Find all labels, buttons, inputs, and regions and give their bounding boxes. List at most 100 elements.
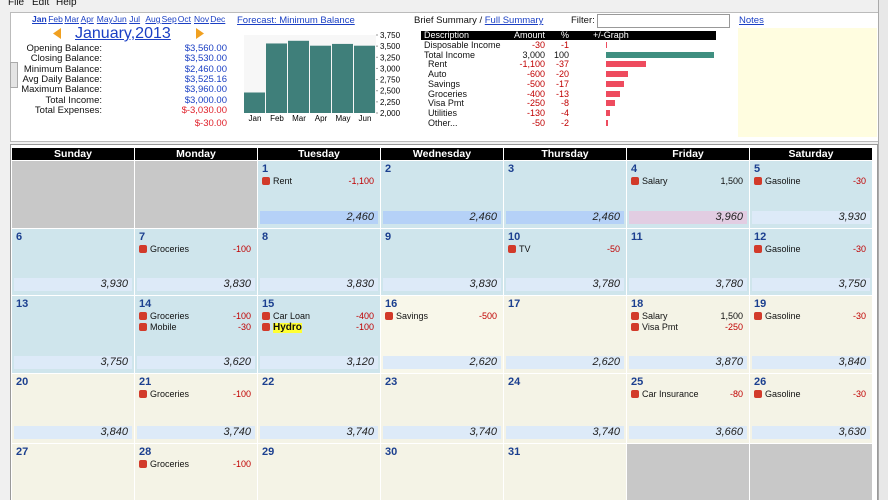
month-link[interactable]: Feb xyxy=(48,14,63,24)
entry-label[interactable]: Groceries xyxy=(150,244,190,254)
day-cell[interactable]: 4 Salary 1,500 3,960 xyxy=(627,161,749,228)
day-cell[interactable]: 29 xyxy=(258,444,380,500)
balance-value: 3,750 xyxy=(838,278,866,290)
day-cell[interactable]: 30 xyxy=(381,444,503,500)
day-cell[interactable]: 18 Salary 1,500 Visa Pmt -250 3,870 xyxy=(627,296,749,373)
balance-value: 2,460 xyxy=(346,211,374,223)
balance-label: Minimum Balance: xyxy=(23,63,102,75)
day-cell[interactable] xyxy=(12,161,134,228)
graph-bar xyxy=(606,42,608,48)
entry-label[interactable]: Hydro xyxy=(273,322,302,333)
entry-amount: -50 xyxy=(606,244,620,254)
balance-value: $3,525.16 xyxy=(184,73,227,85)
entry-label[interactable]: Visa Pmt xyxy=(642,322,678,332)
day-cell[interactable]: 24 3,740 xyxy=(504,374,626,443)
day-cell[interactable]: 14 Groceries -100 Mobile -30 3,620 xyxy=(135,296,257,373)
balance-bar: 2,620 xyxy=(383,356,501,369)
entry-label[interactable]: Salary xyxy=(642,311,668,321)
entry-label[interactable]: Groceries xyxy=(150,459,190,469)
day-cell[interactable] xyxy=(135,161,257,228)
day-number: 13 xyxy=(16,298,29,310)
side-tab[interactable] xyxy=(10,62,18,88)
month-link[interactable]: Aug xyxy=(145,14,161,24)
day-cell[interactable]: 2 2,460 xyxy=(381,161,503,228)
day-cell[interactable]: 27 xyxy=(12,444,134,500)
entry-icon xyxy=(631,390,639,398)
entry-label[interactable]: Gasoline xyxy=(765,244,801,254)
month-link[interactable]: Nov xyxy=(194,14,210,24)
month-link[interactable]: Sep xyxy=(161,14,177,24)
day-cell[interactable]: 5 Gasoline -30 3,930 xyxy=(750,161,872,228)
row-description: Utilities xyxy=(428,107,458,118)
full-summary[interactable]: Full Summary xyxy=(484,15,544,26)
month-link[interactable]: Jun xyxy=(113,14,127,24)
entry-label[interactable]: TV xyxy=(519,244,531,254)
menu-item[interactable]: Help xyxy=(56,0,77,8)
scrollbar[interactable] xyxy=(878,0,888,500)
day-cell[interactable]: 10 TV -50 3,780 xyxy=(504,229,626,295)
day-cell[interactable]: 25 Car Insurance -80 3,660 xyxy=(627,374,749,443)
month-link[interactable]: Jul xyxy=(129,14,141,24)
day-cell[interactable]: 3 2,460 xyxy=(504,161,626,228)
prev-arrow[interactable] xyxy=(52,28,62,40)
day-cell[interactable]: 19 Gasoline -30 3,840 xyxy=(750,296,872,373)
day-cell[interactable]: 7 Groceries -100 3,830 xyxy=(135,229,257,295)
month-link[interactable]: Dec xyxy=(210,14,226,24)
entry-label[interactable]: Car Loan xyxy=(273,311,311,321)
month-link[interactable]: Mar xyxy=(64,14,80,24)
day-cell[interactable]: 16 Savings -500 2,620 xyxy=(381,296,503,373)
day-cell[interactable]: 17 2,620 xyxy=(504,296,626,373)
day-cell[interactable]: 26 Gasoline -30 3,630 xyxy=(750,374,872,443)
entry-label[interactable]: Groceries xyxy=(150,389,190,399)
row-percent: -4 xyxy=(560,107,569,118)
brief-summary[interactable]: Brief Summary xyxy=(414,15,477,26)
filter-label: Filter: xyxy=(571,15,595,26)
day-cell[interactable]: 20 3,840 xyxy=(12,374,134,443)
day-cell[interactable]: 1 Rent -1,100 2,460 xyxy=(258,161,380,228)
month-link[interactable]: Apr xyxy=(80,14,94,24)
row-percent: -20 xyxy=(555,69,569,80)
day-cell[interactable]: 8 3,830 xyxy=(258,229,380,295)
day-cell[interactable]: 6 3,930 xyxy=(12,229,134,295)
month-link[interactable]: Oct xyxy=(177,14,192,24)
notes-area[interactable] xyxy=(738,28,877,137)
day-cell[interactable]: 22 3,740 xyxy=(258,374,380,443)
day-cell[interactable]: 28 Groceries -100 xyxy=(135,444,257,500)
day-cell[interactable]: 11 3,780 xyxy=(627,229,749,295)
day-cell[interactable]: 12 Gasoline -30 3,750 xyxy=(750,229,872,295)
month-link[interactable]: May xyxy=(96,14,113,24)
filter-input[interactable] xyxy=(597,14,730,28)
forecast-chart: 3,750 3,500 3,250 3,000 2,750 2,500 2,250 2,000… xyxy=(244,31,400,123)
forecast-title[interactable]: Forecast: Minimum Balance xyxy=(237,16,355,26)
day-cell[interactable]: 23 3,740 xyxy=(381,374,503,443)
day-number: 26 xyxy=(754,376,767,388)
notes-link[interactable]: Notes xyxy=(739,15,764,26)
day-cell[interactable]: 9 3,830 xyxy=(381,229,503,295)
entry-label[interactable]: Gasoline xyxy=(765,389,801,399)
entry-label[interactable]: Savings xyxy=(396,311,429,321)
day-cell[interactable] xyxy=(627,444,749,500)
entry-icon xyxy=(139,323,147,331)
y-tick-label: 2,500 xyxy=(380,87,400,96)
entry-label[interactable]: Car Insurance xyxy=(642,389,699,399)
next-arrow[interactable] xyxy=(195,28,205,40)
entry-label[interactable]: Salary xyxy=(642,176,668,186)
day-cell[interactable]: 15 Car Loan -400 Hydro -100 3,120 xyxy=(258,296,380,373)
day-cell[interactable]: 31 xyxy=(504,444,626,500)
day-cell[interactable]: 13 3,750 xyxy=(12,296,134,373)
day-cell[interactable]: 21 Groceries -100 3,740 xyxy=(135,374,257,443)
day-cell[interactable] xyxy=(750,444,872,500)
row-amount: -1,100 xyxy=(519,59,545,70)
menu-item[interactable]: File xyxy=(8,0,25,8)
entry-label[interactable]: Mobile xyxy=(150,322,177,332)
month-link[interactable]: Jan xyxy=(32,14,47,24)
day-number: 21 xyxy=(139,376,152,388)
forecast-link[interactable]: Forecast: Minimum Balance xyxy=(237,15,355,26)
menu-item[interactable]: Edit xyxy=(32,0,50,8)
entry-label[interactable]: Groceries xyxy=(150,311,190,321)
entry-label[interactable]: Gasoline xyxy=(765,176,801,186)
entry-label[interactable]: Rent xyxy=(273,176,293,186)
entry-label[interactable]: Gasoline xyxy=(765,311,801,321)
entry-icon xyxy=(631,312,639,320)
day-number: 9 xyxy=(385,231,392,243)
